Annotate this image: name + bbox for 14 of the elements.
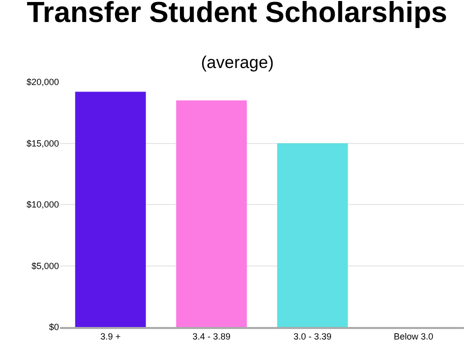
y-tick-label: $0 [48, 322, 59, 332]
x-tick-label: 3.0 - 3.39 [293, 332, 332, 342]
x-tick-label: Below 3.0 [394, 332, 434, 342]
y-tick-label: $20,000 [26, 77, 59, 88]
bar [176, 100, 247, 327]
chart-title: Transfer Student Scholarships [26, 0, 448, 30]
chart-subtitle: (average) [201, 53, 274, 72]
y-tick-label: $10,000 [26, 200, 59, 210]
y-tick-label: $15,000 [26, 138, 59, 148]
y-tick-label: $5,000 [31, 260, 59, 271]
x-tick-label: 3.9 + [100, 332, 121, 342]
x-tick-label: 3.4 - 3.89 [192, 332, 231, 342]
bar [277, 143, 348, 327]
bar [75, 92, 146, 327]
